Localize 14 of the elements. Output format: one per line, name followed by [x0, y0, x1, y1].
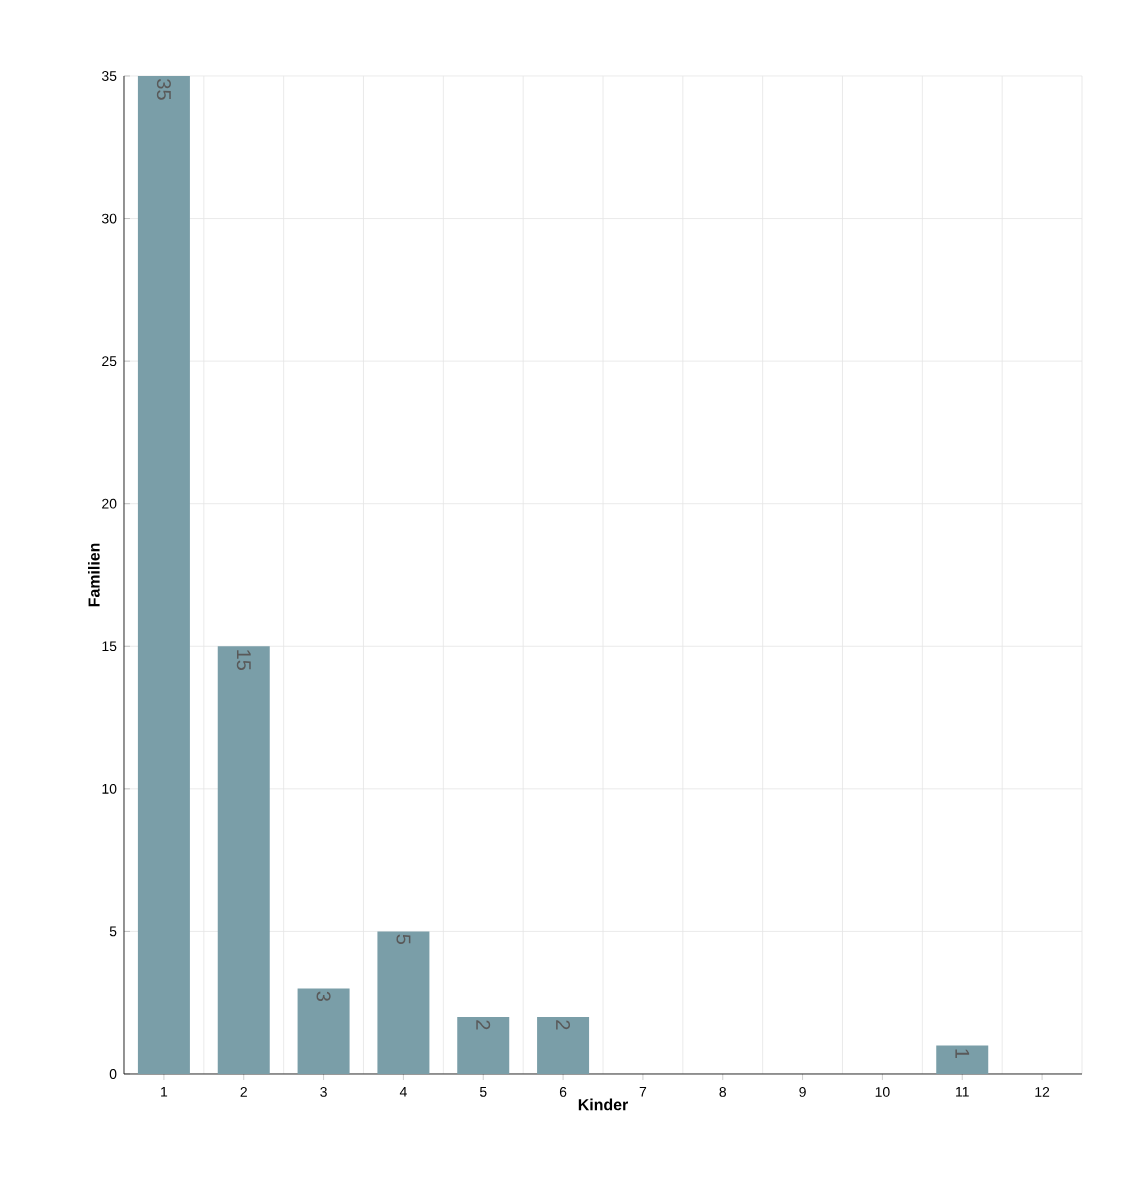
bar [217, 646, 270, 1074]
data-label: 2 [556, 1020, 571, 1030]
data-label: 2 [476, 1020, 491, 1030]
data-label: 1 [955, 1049, 970, 1058]
bar [137, 75, 190, 1074]
bar [297, 988, 350, 1074]
data-label: 35 [156, 79, 171, 100]
bar [936, 1045, 989, 1074]
data-label: 15 [236, 650, 251, 670]
bar [537, 1016, 590, 1074]
data-label: 5 [396, 934, 411, 945]
data-label: 3 [316, 991, 331, 1002]
bar [377, 931, 430, 1074]
bar [457, 1016, 510, 1074]
